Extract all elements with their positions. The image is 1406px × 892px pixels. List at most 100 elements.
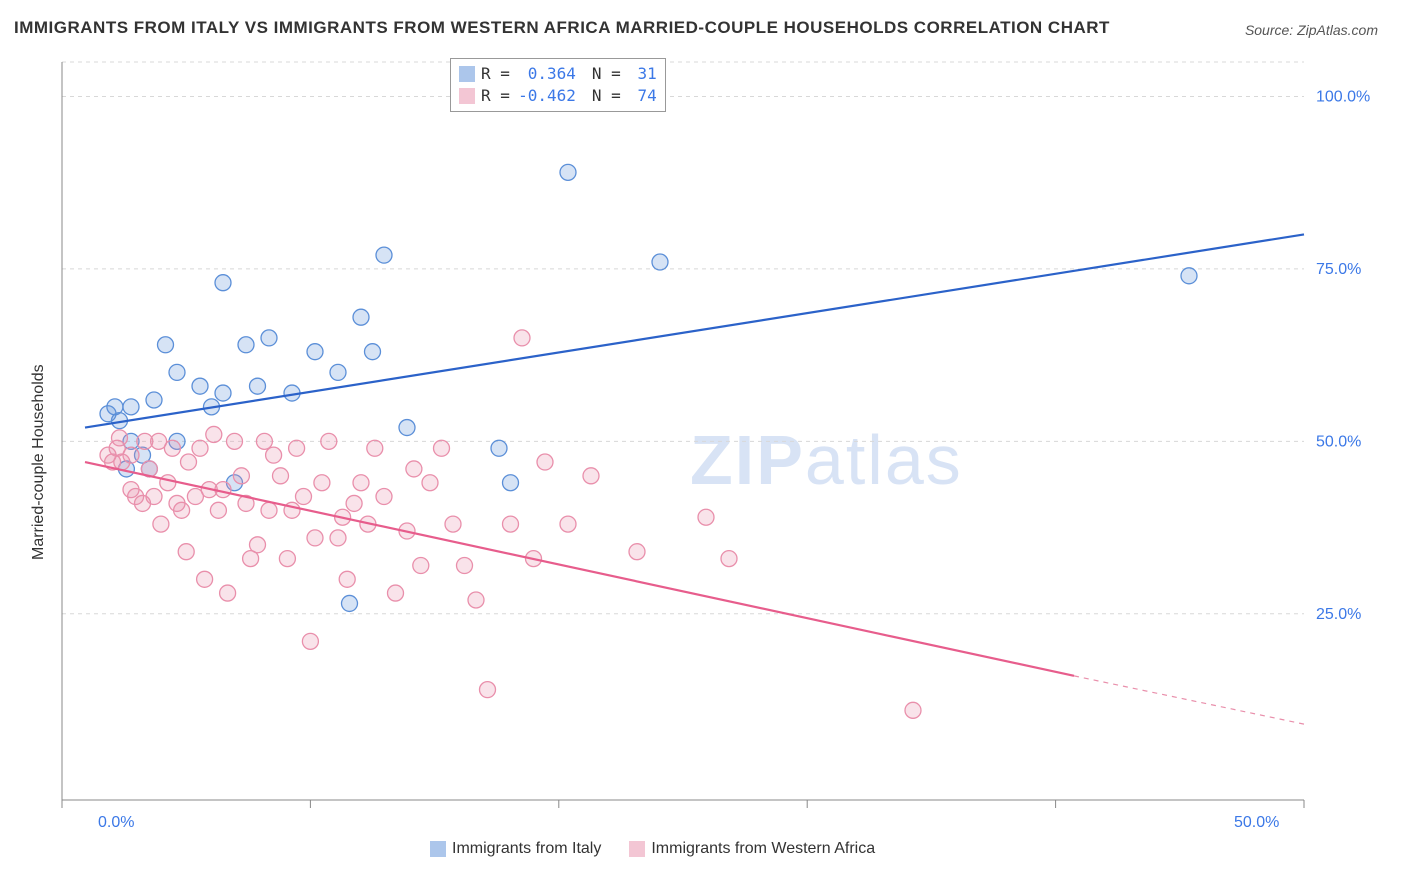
data-point [250,378,266,394]
data-point [560,516,576,532]
data-point [583,468,599,484]
stat-N-label: N = [592,63,621,85]
data-point [192,378,208,394]
data-point [514,330,530,346]
data-point [314,475,330,491]
legend-item: Immigrants from Italy [430,840,601,858]
data-point [261,502,277,518]
data-point [560,164,576,180]
data-point [250,537,266,553]
stat-swatch [459,66,475,82]
legend-label: Immigrants from Western Africa [651,840,875,858]
data-point [698,509,714,525]
stat-R-value: -0.462 [516,85,576,107]
data-point [178,544,194,560]
x-tick-label: 0.0% [98,814,134,832]
data-point [158,337,174,353]
svg-text:25.0%: 25.0% [1316,606,1361,623]
data-point [491,440,507,456]
data-point [220,585,236,601]
legend-swatch [430,841,446,857]
data-point [413,557,429,573]
stat-row: R =-0.462N =74 [459,85,657,107]
data-point [365,344,381,360]
data-point [346,495,362,511]
data-point [215,275,231,291]
data-point [537,454,553,470]
data-point [227,433,243,449]
data-point [289,440,305,456]
data-point [112,430,128,446]
data-point [192,440,208,456]
stat-row: R = 0.364 N = 31 [459,63,657,85]
data-point [342,595,358,611]
data-point [307,530,323,546]
y-axis-label: Married-couple Households [30,364,48,560]
data-point [266,447,282,463]
data-point [353,309,369,325]
data-point [273,468,289,484]
data-point [376,489,392,505]
data-point [164,440,180,456]
stat-R-label: R = [481,63,510,85]
stat-R-value: 0.364 [516,63,576,85]
svg-text:50.0%: 50.0% [1316,433,1361,450]
data-point [339,571,355,587]
source-label: Source: ZipAtlas.com [1245,22,1378,38]
data-point [307,344,323,360]
data-point [238,337,254,353]
data-point [457,557,473,573]
scatter-plot: 25.0% 50.0% 75.0% 100.0% [56,56,1382,836]
svg-text:100.0%: 100.0% [1316,88,1370,105]
stat-N-value: 31 [627,63,657,85]
legend-item: Immigrants from Western Africa [629,840,875,858]
data-point [480,682,496,698]
data-point [652,254,668,270]
data-point [174,502,190,518]
data-point [153,516,169,532]
data-point [376,247,392,263]
data-point [261,330,277,346]
correlation-stats-box: R = 0.364 N = 31R = -0.462 N = 74 [450,58,666,112]
data-point [123,447,139,463]
stat-swatch [459,88,475,104]
data-point [321,433,337,449]
data-point [206,426,222,442]
data-point [468,592,484,608]
data-point [330,364,346,380]
legend-label: Immigrants from Italy [452,840,601,858]
stat-N-value: 74 [627,85,657,107]
data-point [215,385,231,401]
data-point [503,516,519,532]
data-point [388,585,404,601]
svg-text:75.0%: 75.0% [1316,261,1361,278]
data-point [233,468,249,484]
data-point [406,461,422,477]
data-point [503,475,519,491]
data-point [169,364,185,380]
legend-swatch [629,841,645,857]
data-point [279,551,295,567]
data-point [296,489,312,505]
data-point [445,516,461,532]
data-point [256,433,272,449]
data-point [367,440,383,456]
data-point [181,454,197,470]
data-point [434,440,450,456]
data-point [210,502,226,518]
data-point [160,475,176,491]
data-point [399,420,415,436]
chart-title: IMMIGRANTS FROM ITALY VS IMMIGRANTS FROM… [14,18,1110,38]
data-point [721,551,737,567]
data-point [197,571,213,587]
x-tick-label: 50.0% [1234,814,1279,832]
data-point [146,392,162,408]
stat-N-label: N = [592,85,621,107]
data-point [629,544,645,560]
data-point [330,530,346,546]
data-point [353,475,369,491]
regression-line [85,462,1074,676]
data-point [905,702,921,718]
data-point [422,475,438,491]
regression-line-extension [1074,676,1304,724]
